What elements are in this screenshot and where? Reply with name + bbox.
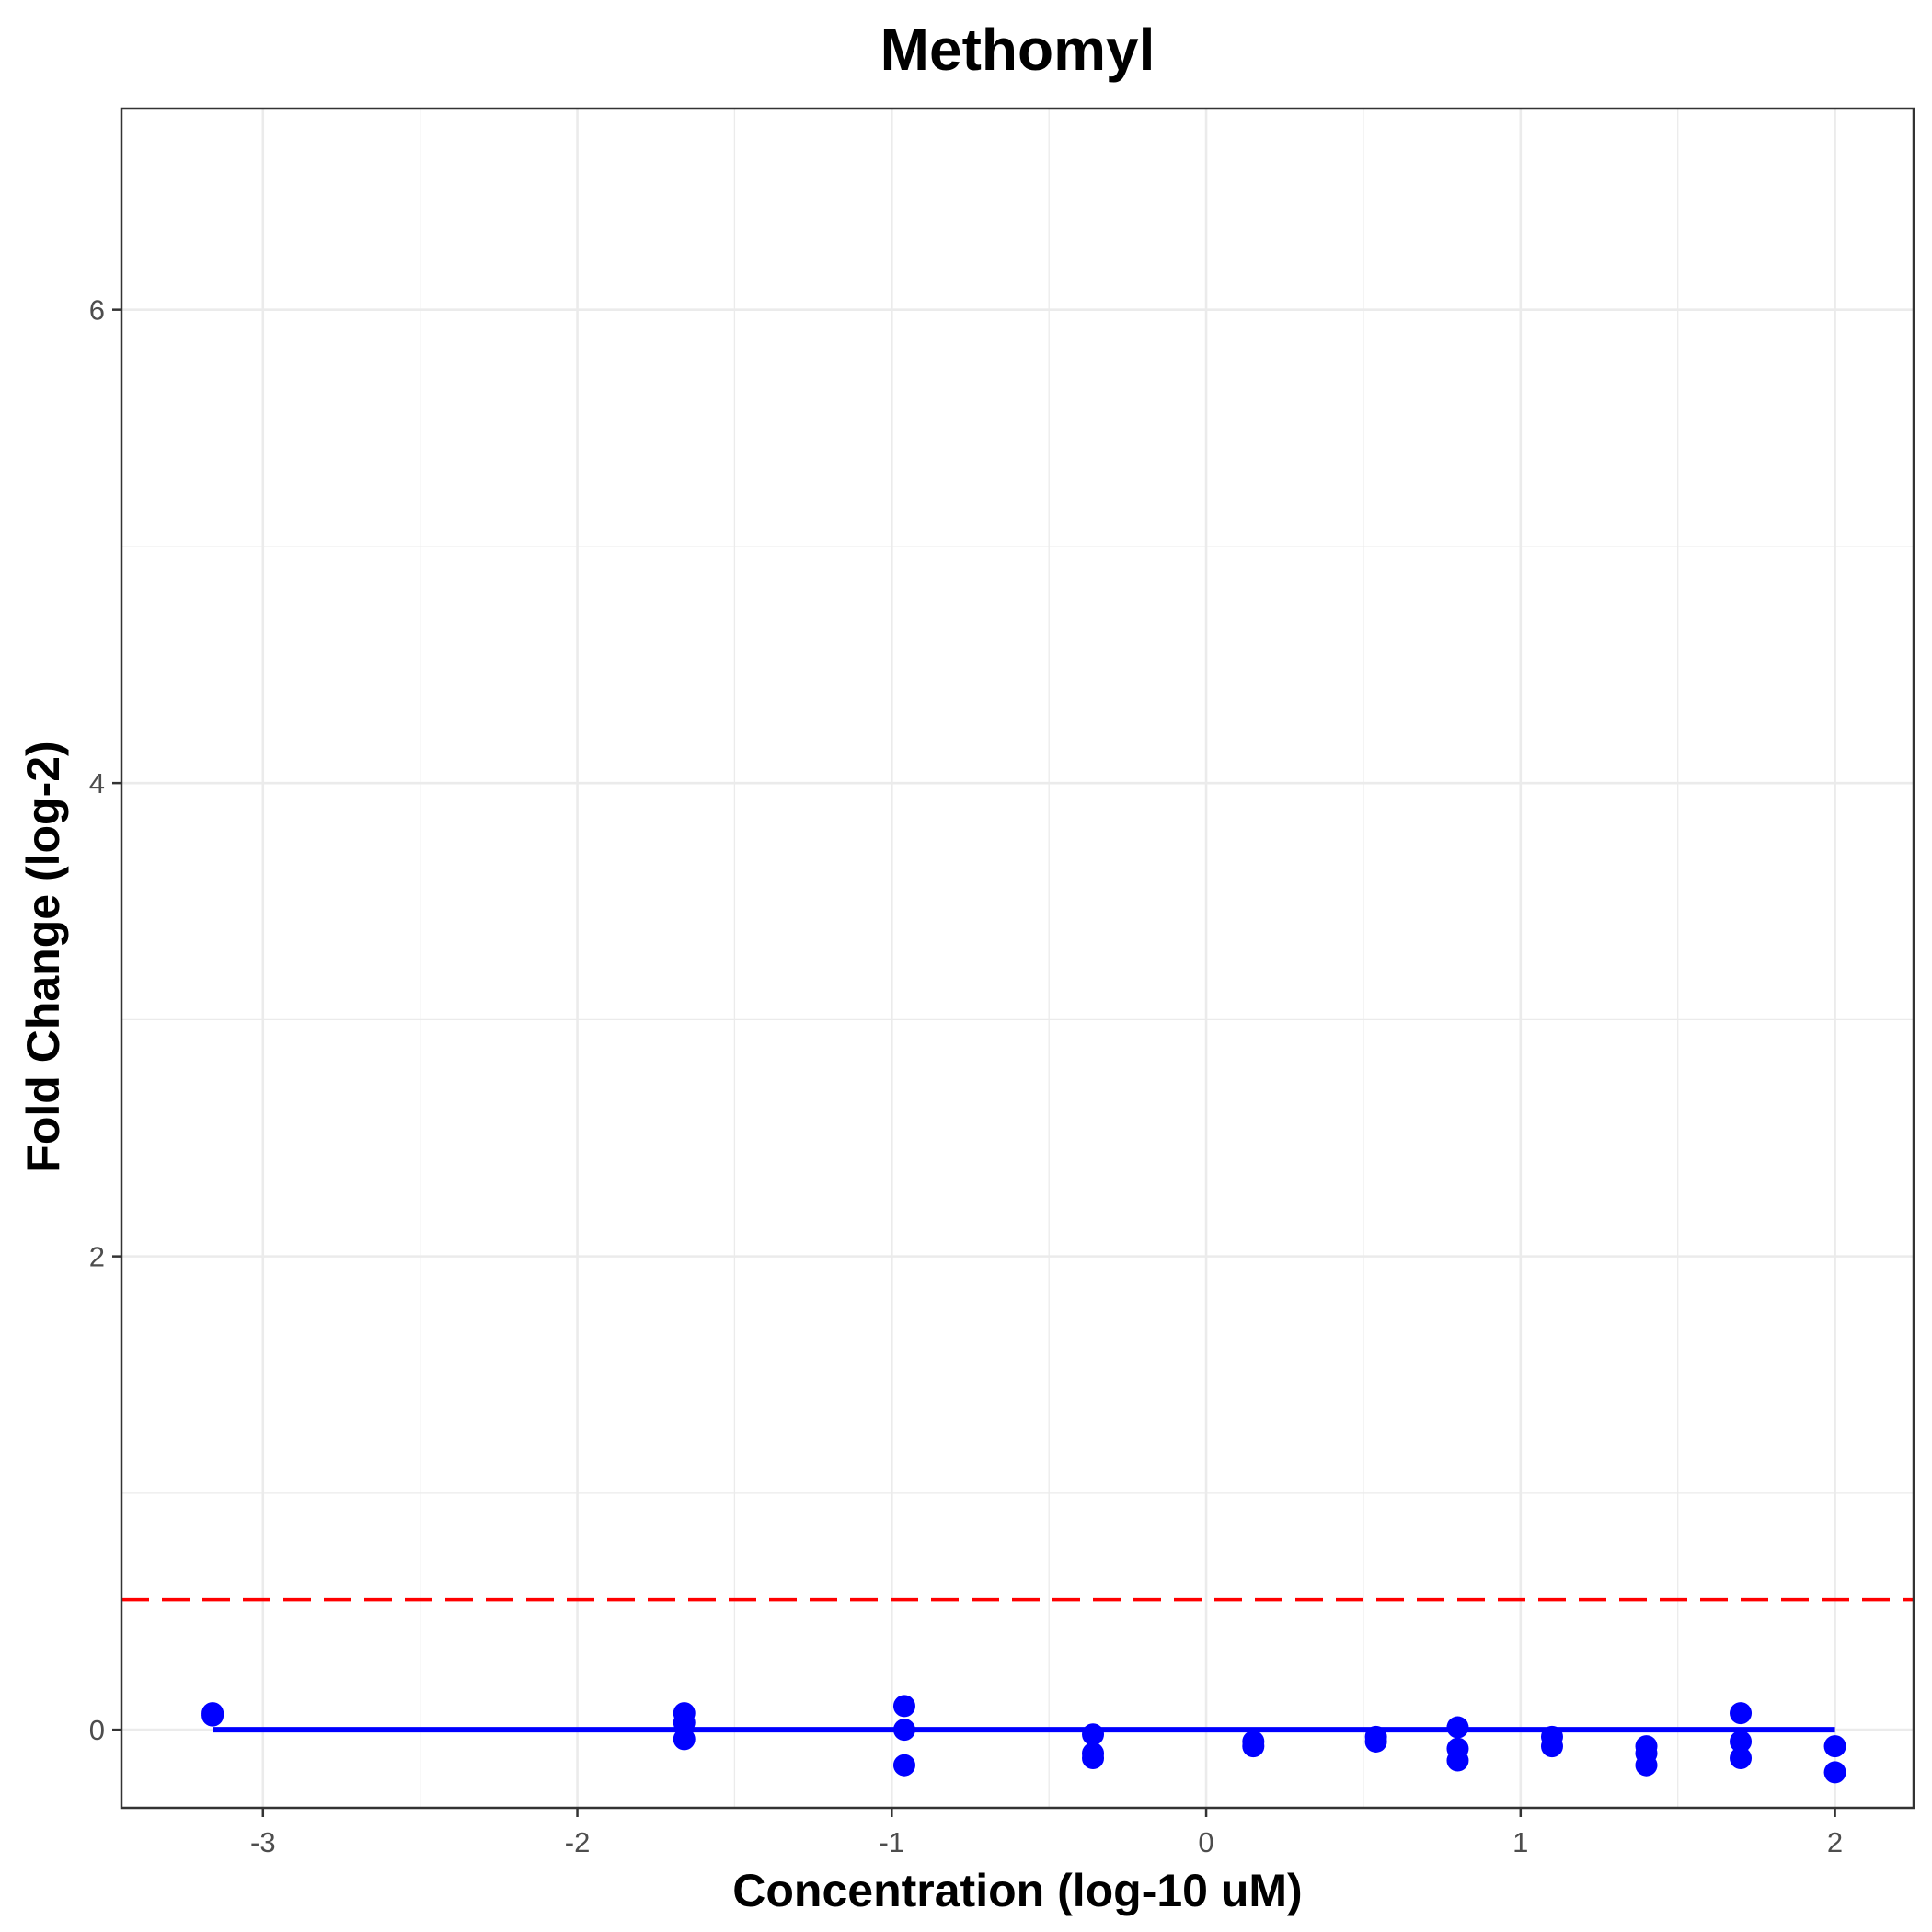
data-point [1082,1723,1105,1746]
x-tick-label: 2 [1827,1826,1843,1858]
y-axis-title: Fold Change (log-2) [17,741,69,1172]
x-axis-title: Concentration (log-10 uM) [732,1865,1302,1916]
data-point [201,1704,224,1727]
ticks-layer: -3 -2 -1 0 1 2 0 2 4 6 [89,294,1843,1858]
data-point [1730,1730,1753,1753]
x-tick-label: 1 [1512,1826,1528,1858]
data-point [892,1719,915,1742]
data-point [1242,1735,1265,1758]
data-point [1730,1746,1753,1769]
x-tick-label: -1 [880,1826,905,1858]
data-point [1823,1735,1846,1758]
data-point [1446,1749,1469,1772]
data-point [1823,1761,1846,1784]
data-point [1446,1716,1469,1739]
y-tick-label: 2 [89,1241,105,1273]
data-point [1730,1702,1753,1725]
data-point [1082,1746,1105,1769]
x-tick-label: 0 [1198,1826,1213,1858]
data-point [673,1728,696,1751]
data-point [892,1754,915,1777]
data-point [1364,1730,1387,1753]
grid-layer [121,109,1914,1808]
data-point [892,1695,915,1718]
data-point [673,1711,696,1734]
y-tick-label: 0 [89,1714,105,1746]
points-layer [201,1695,1846,1784]
y-tick-label: 4 [89,767,105,799]
x-tick-label: -2 [565,1826,591,1858]
chart-title: Methomyl [880,17,1156,83]
x-tick-label: -3 [250,1826,276,1858]
y-tick-label: 6 [89,294,105,327]
data-point [1635,1754,1658,1777]
panel-border [120,107,1915,1810]
data-point [1540,1735,1563,1758]
